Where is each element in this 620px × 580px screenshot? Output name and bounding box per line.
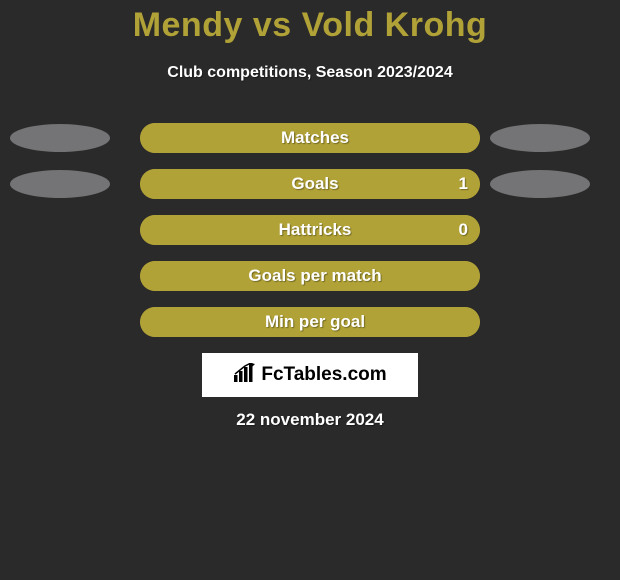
logo-text: FcTables.com bbox=[261, 364, 386, 386]
right-ellipse bbox=[490, 170, 590, 198]
stat-label: Hattricks bbox=[140, 215, 480, 245]
stat-label: Goals per match bbox=[140, 261, 480, 291]
stat-bar: Goals per match bbox=[140, 261, 480, 291]
left-ellipse bbox=[10, 170, 110, 198]
stats-comparison-card: Mendy vs Vold Krohg Club competitions, Se… bbox=[0, 0, 620, 580]
stat-bar: Hattricks0 bbox=[140, 215, 480, 245]
stat-row: Hattricks0 bbox=[0, 215, 620, 245]
stat-label: Min per goal bbox=[140, 307, 480, 337]
stat-label: Goals bbox=[140, 169, 480, 199]
stat-bar: Goals1 bbox=[140, 169, 480, 199]
stat-value-right: 1 bbox=[459, 169, 468, 199]
left-ellipse bbox=[10, 124, 110, 152]
date-text: 22 november 2024 bbox=[0, 410, 620, 430]
stat-bar: Min per goal bbox=[140, 307, 480, 337]
stat-label: Matches bbox=[140, 123, 480, 153]
page-title: Mendy vs Vold Krohg bbox=[0, 6, 620, 45]
page-subtitle: Club competitions, Season 2023/2024 bbox=[0, 64, 620, 82]
bar-chart-icon bbox=[233, 363, 257, 388]
stat-row: Matches bbox=[0, 123, 620, 153]
fctables-logo: FcTables.com bbox=[202, 353, 418, 397]
stat-row: Goals per match bbox=[0, 261, 620, 291]
stat-bar: Matches bbox=[140, 123, 480, 153]
right-ellipse bbox=[490, 124, 590, 152]
stat-value-right: 0 bbox=[459, 215, 468, 245]
stat-row: Min per goal bbox=[0, 307, 620, 337]
stat-row: Goals1 bbox=[0, 169, 620, 199]
